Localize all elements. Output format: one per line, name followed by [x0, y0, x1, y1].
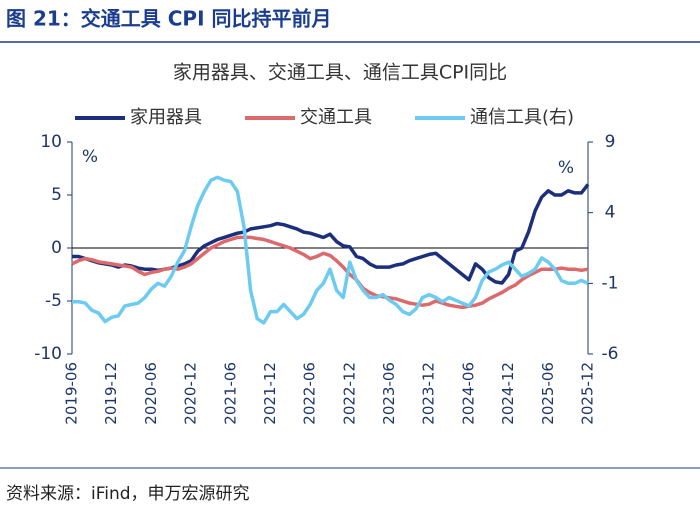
x-tick-label: 2023-06	[380, 362, 398, 425]
x-tick-label: 2021-12	[261, 362, 279, 425]
x-tick-label: 2019-06	[63, 362, 81, 425]
source-note: 资料来源：iFind，申万宏源研究	[6, 484, 250, 504]
chart-title: 家用器具、交通工具、通信工具CPI同比	[173, 62, 507, 84]
y2-tick-label: 9	[605, 132, 616, 152]
x-tick-label: 2022-06	[301, 362, 319, 425]
legend-label: 通信工具(右)	[470, 107, 574, 128]
y-tick-label: 10	[40, 132, 62, 152]
x-tick-label: 2024-12	[499, 362, 517, 425]
y2-unit-label: %	[558, 158, 574, 178]
series-line	[72, 175, 589, 325]
x-tick-label: 2023-12	[420, 362, 438, 425]
y2-tick-label: -1	[602, 273, 619, 293]
legend-label: 家用器具	[130, 107, 202, 128]
y2-tick-label: 4	[605, 203, 616, 223]
x-tick-label: 2019-12	[102, 362, 120, 425]
x-tick-label: 2025-12	[579, 362, 597, 425]
legend-label: 交通工具	[300, 107, 372, 128]
y-tick-label: 0	[51, 238, 62, 258]
x-tick-label: 2020-12	[182, 362, 200, 425]
y2-tick-label: -6	[602, 344, 619, 364]
x-tick-label: 2020-06	[142, 362, 160, 425]
x-tick-label: 2025-06	[539, 362, 557, 425]
y-tick-label: -10	[34, 344, 62, 364]
x-tick-label: 2024-06	[459, 362, 477, 425]
x-tick-label: 2022-12	[340, 362, 358, 425]
series-line	[71, 235, 589, 310]
figure-title: 图 21：交通工具 CPI 同比持平前月	[6, 7, 332, 31]
y-tick-label: 5	[51, 185, 62, 205]
y-unit-label: %	[82, 147, 98, 167]
y-tick-label: -5	[45, 291, 62, 311]
x-tick-label: 2021-06	[221, 362, 239, 425]
